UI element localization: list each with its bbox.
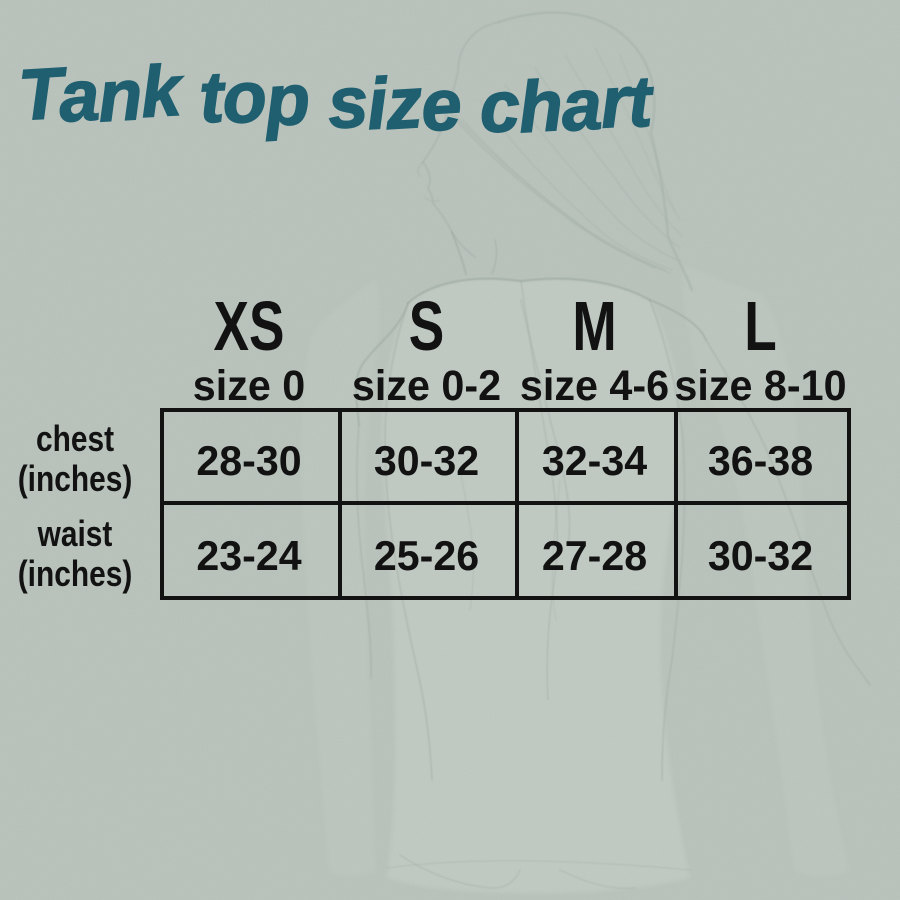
svg-text:Tank top size chart: Tank top size chart xyxy=(16,20,657,178)
